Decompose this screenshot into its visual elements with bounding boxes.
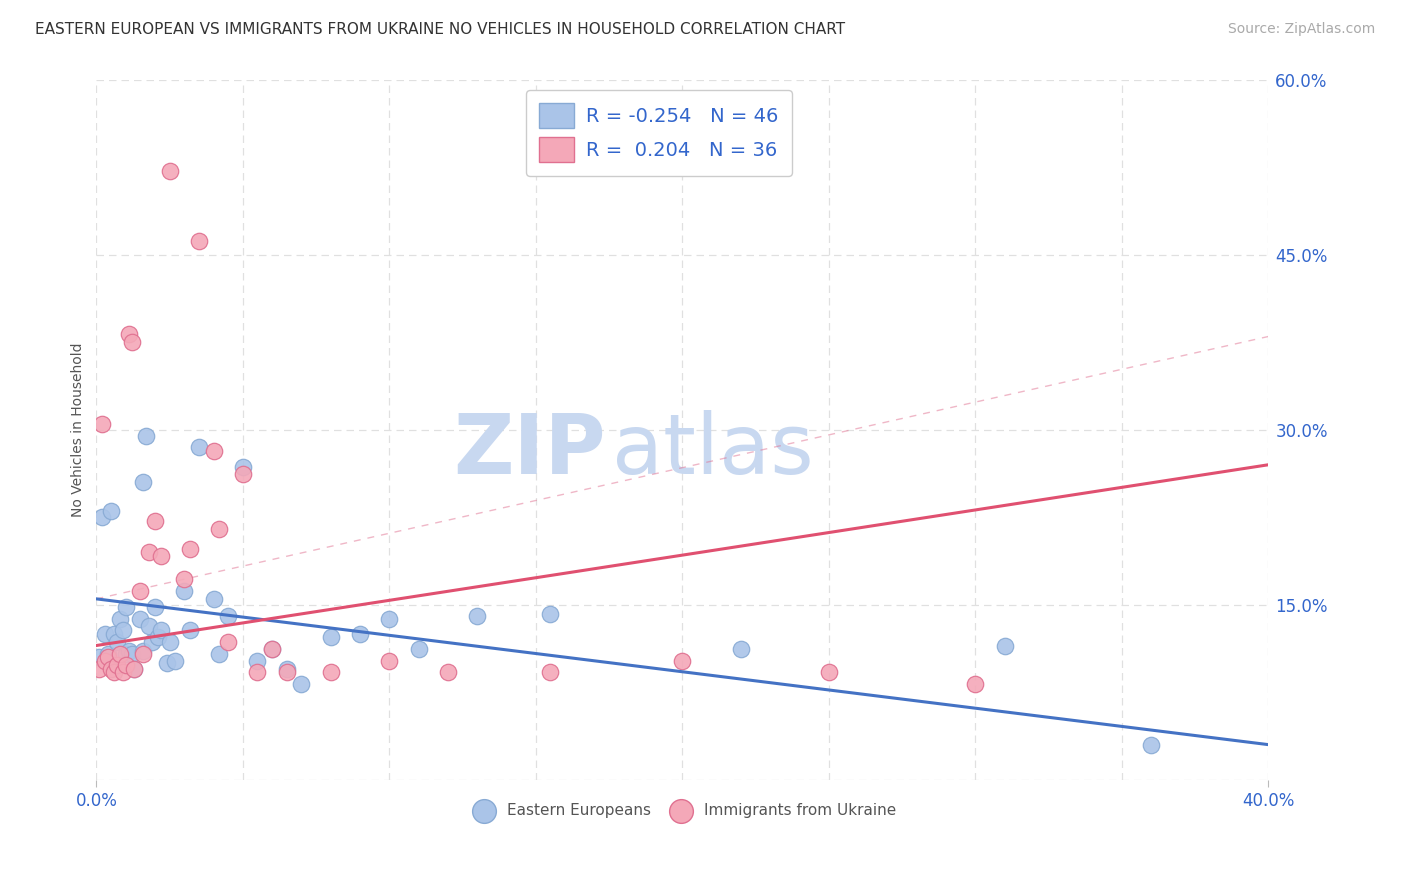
Point xyxy=(114,658,136,673)
Point xyxy=(202,591,225,606)
Point xyxy=(408,642,430,657)
Point xyxy=(97,650,120,665)
Point xyxy=(89,662,111,676)
Point xyxy=(730,642,752,657)
Point xyxy=(111,665,134,680)
Point xyxy=(138,545,160,559)
Point xyxy=(540,665,562,680)
Text: EASTERN EUROPEAN VS IMMIGRANTS FROM UKRAINE NO VEHICLES IN HOUSEHOLD CORRELATION: EASTERN EUROPEAN VS IMMIGRANTS FROM UKRA… xyxy=(35,22,845,37)
Point xyxy=(217,609,239,624)
Point xyxy=(132,644,155,658)
Point xyxy=(94,654,117,668)
Point xyxy=(319,631,342,645)
Point xyxy=(91,510,114,524)
Point xyxy=(246,665,269,680)
Point xyxy=(103,627,125,641)
Point xyxy=(208,522,231,536)
Text: ZIP: ZIP xyxy=(454,410,606,491)
Point xyxy=(671,654,693,668)
Point xyxy=(129,612,152,626)
Point xyxy=(149,624,172,638)
Point xyxy=(105,635,128,649)
Point xyxy=(105,658,128,673)
Point xyxy=(129,583,152,598)
Point xyxy=(179,541,201,556)
Point xyxy=(121,647,143,661)
Point xyxy=(108,612,131,626)
Point xyxy=(319,665,342,680)
Point xyxy=(143,600,166,615)
Point xyxy=(108,647,131,661)
Point xyxy=(187,234,209,248)
Point xyxy=(89,650,111,665)
Point xyxy=(100,504,122,518)
Point xyxy=(103,665,125,680)
Point xyxy=(94,627,117,641)
Point xyxy=(276,665,298,680)
Point xyxy=(179,624,201,638)
Point xyxy=(349,627,371,641)
Point xyxy=(173,583,195,598)
Point xyxy=(138,618,160,632)
Point xyxy=(208,647,231,661)
Point xyxy=(187,440,209,454)
Point xyxy=(202,443,225,458)
Point xyxy=(290,677,312,691)
Point xyxy=(817,665,839,680)
Point xyxy=(149,549,172,563)
Point xyxy=(100,662,122,676)
Point xyxy=(132,647,155,661)
Point xyxy=(121,335,143,350)
Point xyxy=(246,654,269,668)
Point xyxy=(232,460,254,475)
Point xyxy=(159,635,181,649)
Point xyxy=(994,639,1017,653)
Point xyxy=(159,164,181,178)
Point xyxy=(378,612,401,626)
Point xyxy=(262,642,284,657)
Text: atlas: atlas xyxy=(612,410,814,491)
Point xyxy=(91,417,114,431)
Point xyxy=(262,642,284,657)
Point xyxy=(117,644,139,658)
Point xyxy=(965,677,987,691)
Point xyxy=(97,647,120,661)
Point xyxy=(378,654,401,668)
Point xyxy=(465,609,488,624)
Point xyxy=(232,467,254,482)
Point xyxy=(114,647,136,661)
Point xyxy=(135,428,157,442)
Point xyxy=(124,662,146,676)
Point xyxy=(141,635,163,649)
Point xyxy=(111,624,134,638)
Point xyxy=(114,600,136,615)
Legend: Eastern Europeans, Immigrants from Ukraine: Eastern Europeans, Immigrants from Ukrai… xyxy=(463,797,903,824)
Point xyxy=(276,662,298,676)
Point xyxy=(132,475,155,490)
Point xyxy=(156,656,179,670)
Point xyxy=(1140,738,1163,752)
Point xyxy=(173,572,195,586)
Point xyxy=(124,662,146,676)
Point xyxy=(143,514,166,528)
Y-axis label: No Vehicles in Household: No Vehicles in Household xyxy=(72,343,86,517)
Point xyxy=(437,665,460,680)
Point xyxy=(217,635,239,649)
Point xyxy=(540,607,562,621)
Point xyxy=(117,327,139,342)
Point xyxy=(146,631,169,645)
Point xyxy=(165,654,187,668)
Text: Source: ZipAtlas.com: Source: ZipAtlas.com xyxy=(1227,22,1375,37)
